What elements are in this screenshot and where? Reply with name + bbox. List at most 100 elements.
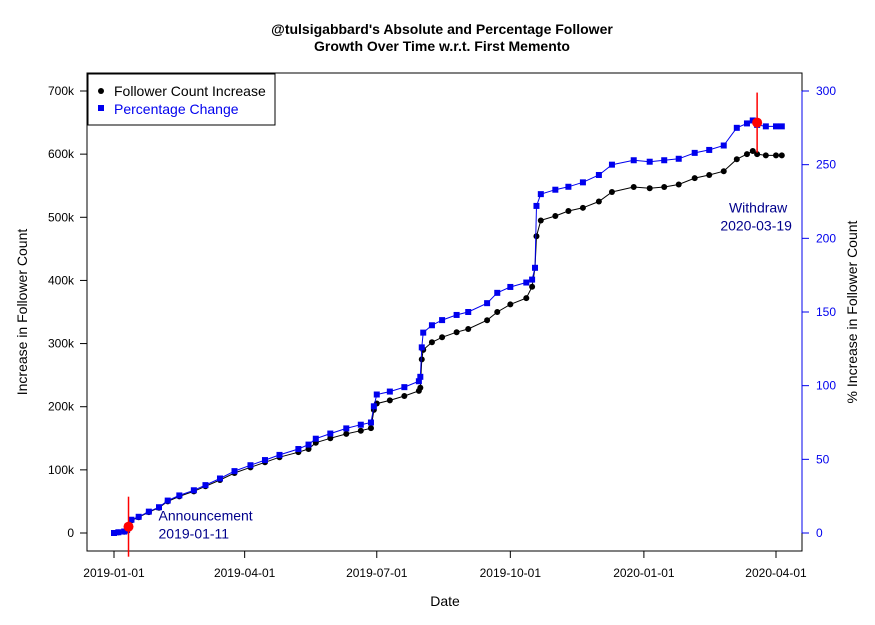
y-right-tick-label: 0 <box>816 526 823 540</box>
series-line-follower-count <box>113 150 782 534</box>
series-layer <box>111 117 785 536</box>
data-point-follower-count <box>646 185 653 192</box>
x-axis-label: Date <box>430 593 460 609</box>
data-point-percentage-change <box>231 468 238 475</box>
data-point-percentage-change <box>533 202 540 209</box>
data-point-follower-count <box>357 427 364 434</box>
data-point-follower-count <box>417 384 424 391</box>
event-label-withdraw: Withdraw <box>729 200 788 216</box>
data-point-percentage-change <box>778 123 785 130</box>
data-point-percentage-change <box>357 421 364 428</box>
data-point-follower-count <box>465 326 472 333</box>
data-point-percentage-change <box>370 403 377 410</box>
y-right-tick-label: 100 <box>816 379 836 393</box>
data-point-follower-count <box>428 339 435 346</box>
data-point-percentage-change <box>762 123 769 130</box>
data-point-percentage-change <box>145 508 152 515</box>
x-tick-label: 2020-01-01 <box>613 566 675 580</box>
data-point-follower-count <box>484 317 491 324</box>
data-point-follower-count <box>778 152 785 159</box>
y-left-tick-label: 600k <box>48 147 75 161</box>
legend-marker-percentage-change <box>98 105 104 111</box>
data-point-percentage-change <box>428 322 435 329</box>
data-point-follower-count <box>552 213 559 220</box>
data-point-percentage-change <box>216 475 223 482</box>
x-tick-label: 2019-04-01 <box>214 566 276 580</box>
data-point-follower-count <box>749 147 756 154</box>
series-line-percentage-change <box>113 119 782 534</box>
data-point-follower-count <box>507 301 514 308</box>
data-point-percentage-change <box>453 311 460 318</box>
data-point-percentage-change <box>552 186 559 193</box>
data-point-percentage-change <box>312 435 319 442</box>
data-point-percentage-change <box>661 157 668 164</box>
data-point-percentage-change <box>276 451 283 458</box>
data-point-follower-count <box>754 151 761 158</box>
y-left-tick-label: 200k <box>48 400 75 414</box>
data-point-follower-count <box>523 295 530 302</box>
y-right-tick-label: 300 <box>816 84 836 98</box>
data-point-percentage-change <box>164 497 171 504</box>
data-point-percentage-change <box>115 529 122 536</box>
data-point-follower-count <box>706 171 713 178</box>
event-marker-announcement <box>123 521 134 532</box>
data-point-percentage-change <box>420 329 427 336</box>
data-point-percentage-change <box>418 344 425 351</box>
data-point-percentage-change <box>494 289 501 296</box>
data-point-percentage-change <box>743 120 750 127</box>
event-label-announcement: Announcement <box>159 508 253 524</box>
x-tick-label: 2020-04-01 <box>745 566 807 580</box>
data-point-percentage-change <box>327 430 334 437</box>
data-point-follower-count <box>565 207 572 214</box>
data-point-percentage-change <box>608 161 615 168</box>
data-point-follower-count <box>367 425 374 432</box>
data-point-follower-count <box>418 356 425 363</box>
data-point-percentage-change <box>156 504 163 511</box>
data-point-percentage-change <box>773 123 779 130</box>
y-left-axis-label: Increase in Follower Count <box>14 229 30 396</box>
y-left-tick-label: 500k <box>48 210 75 224</box>
data-point-percentage-change <box>439 317 446 324</box>
y-right-axis: 0 50 100 150 200 250 300 <box>801 84 836 540</box>
data-point-percentage-change <box>465 309 472 315</box>
data-point-follower-count <box>720 168 727 175</box>
data-point-follower-count <box>494 309 501 315</box>
data-point-percentage-change <box>176 492 183 499</box>
data-point-follower-count <box>386 397 393 404</box>
data-point-percentage-change <box>417 373 424 380</box>
data-point-percentage-change <box>529 276 536 283</box>
data-point-follower-count <box>630 183 637 190</box>
data-point-percentage-change <box>295 446 302 453</box>
data-point-percentage-change <box>733 124 740 131</box>
data-point-follower-count <box>691 175 698 182</box>
data-point-follower-count <box>537 217 544 224</box>
y-left-tick-label: 300k <box>48 337 75 351</box>
data-point-follower-count <box>533 233 540 240</box>
y-right-axis-label: % Increase in Follower Count <box>844 220 860 403</box>
y-left-tick-label: 700k <box>48 84 75 98</box>
data-point-percentage-change <box>305 441 312 448</box>
data-point-follower-count <box>343 430 350 437</box>
y-left-tick-label: 400k <box>48 273 75 287</box>
x-axis: 2019-01-01 2019-04-01 2019-07-01 2019-10-01… <box>83 550 807 580</box>
x-tick-label: 2019-07-01 <box>346 566 408 580</box>
events-layer: Announcement 2019-01-11 Withdraw 2020-03-19 <box>123 92 792 557</box>
x-tick-label: 2019-10-01 <box>480 566 542 580</box>
legend: Follower Count Increase Percentage Chang… <box>87 73 276 126</box>
data-point-follower-count <box>401 392 408 399</box>
data-point-percentage-change <box>190 487 197 494</box>
data-point-percentage-change <box>523 279 530 286</box>
data-point-follower-count <box>453 329 460 336</box>
y-right-tick-label: 150 <box>816 305 836 319</box>
data-point-percentage-change <box>367 419 374 426</box>
data-point-follower-count <box>743 151 750 158</box>
event-date-announcement: 2019-01-11 <box>159 526 230 542</box>
x-tick-label: 2019-01-01 <box>83 566 145 580</box>
data-point-follower-count <box>773 152 779 159</box>
data-point-percentage-change <box>343 425 350 432</box>
data-point-percentage-change <box>247 462 254 469</box>
data-point-percentage-change <box>537 191 544 198</box>
chart-title-line-1: @tulsigabbard's Absolute and Percentage … <box>271 21 613 37</box>
legend-box <box>87 73 276 126</box>
